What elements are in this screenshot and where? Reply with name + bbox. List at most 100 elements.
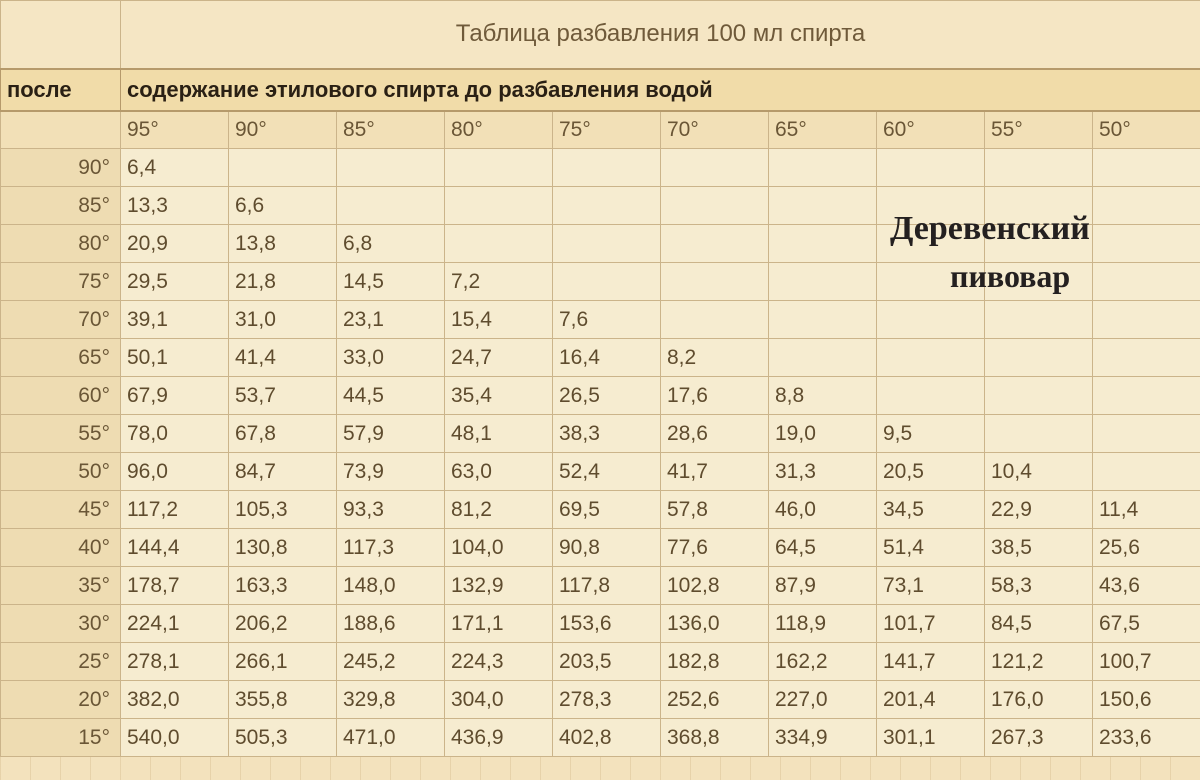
table-cell: 130,8: [229, 529, 337, 567]
header-before: содержание этилового спирта до разбавлен…: [121, 69, 1200, 111]
table-cell: 162,2: [769, 643, 877, 681]
table-cell: [661, 187, 769, 225]
table-cell: [985, 339, 1093, 377]
table-cell: [877, 149, 985, 187]
row-header: 65°: [1, 339, 121, 377]
table-cell: 81,2: [445, 491, 553, 529]
table-cell: 117,8: [553, 567, 661, 605]
table-cell: 34,5: [877, 491, 985, 529]
table-cell: [877, 339, 985, 377]
table-cell: 57,9: [337, 415, 445, 453]
table-cell: 153,6: [553, 605, 661, 643]
table-cell: 48,1: [445, 415, 553, 453]
table-cell: [1093, 263, 1200, 301]
table-cell: [445, 149, 553, 187]
table-cell: 402,8: [553, 719, 661, 757]
table-cell: [229, 149, 337, 187]
table-cell: 77,6: [661, 529, 769, 567]
table-cell: 43,6: [1093, 567, 1200, 605]
table-cell: [553, 149, 661, 187]
row-header: 45°: [1, 491, 121, 529]
table-cell: 41,4: [229, 339, 337, 377]
table-cell: 52,4: [553, 453, 661, 491]
table-cell: [769, 301, 877, 339]
title-left-empty: [1, 1, 121, 69]
table-cell: [661, 149, 769, 187]
table-cell: 58,3: [985, 567, 1093, 605]
table-cell: 334,9: [769, 719, 877, 757]
page-container: Таблица разбавления 100 мл спиртапослесо…: [0, 0, 1200, 780]
table-cell: 203,5: [553, 643, 661, 681]
column-header: 85°: [337, 111, 445, 149]
table-cell: 41,7: [661, 453, 769, 491]
table-cell: [877, 377, 985, 415]
table-cell: 25,6: [1093, 529, 1200, 567]
table-cell: 301,1: [877, 719, 985, 757]
table-cell: 163,3: [229, 567, 337, 605]
table-cell: [877, 225, 985, 263]
table-cell: 73,1: [877, 567, 985, 605]
table-cell: 63,0: [445, 453, 553, 491]
table-cell: 93,3: [337, 491, 445, 529]
row-header: 70°: [1, 301, 121, 339]
table-cell: 53,7: [229, 377, 337, 415]
table-cell: 132,9: [445, 567, 553, 605]
table-cell: 19,0: [769, 415, 877, 453]
table-cell: 90,8: [553, 529, 661, 567]
table-cell: 38,3: [553, 415, 661, 453]
table-cell: 14,5: [337, 263, 445, 301]
row-header: 20°: [1, 681, 121, 719]
table-cell: 51,4: [877, 529, 985, 567]
table-cell: 227,0: [769, 681, 877, 719]
table-cell: 16,4: [553, 339, 661, 377]
table-cell: 6,4: [121, 149, 229, 187]
table-cell: 102,8: [661, 567, 769, 605]
table-cell: 64,5: [769, 529, 877, 567]
dilution-table: Таблица разбавления 100 мл спиртапослесо…: [0, 0, 1200, 757]
column-header: 60°: [877, 111, 985, 149]
table-cell: 38,5: [985, 529, 1093, 567]
table-cell: 23,1: [337, 301, 445, 339]
table-cell: [985, 225, 1093, 263]
table-cell: 28,6: [661, 415, 769, 453]
table-cell: 31,3: [769, 453, 877, 491]
table-cell: 87,9: [769, 567, 877, 605]
table-cell: 224,3: [445, 643, 553, 681]
row-header: 55°: [1, 415, 121, 453]
table-cell: 10,4: [985, 453, 1093, 491]
row-header: 15°: [1, 719, 121, 757]
table-cell: 35,4: [445, 377, 553, 415]
table-cell: 505,3: [229, 719, 337, 757]
row-header: 60°: [1, 377, 121, 415]
table-cell: [553, 263, 661, 301]
table-cell: 20,9: [121, 225, 229, 263]
table-cell: 304,0: [445, 681, 553, 719]
table-cell: [877, 263, 985, 301]
table-cell: 24,7: [445, 339, 553, 377]
table-cell: [445, 225, 553, 263]
table-cell: [1093, 149, 1200, 187]
table-cell: 233,6: [1093, 719, 1200, 757]
table-cell: [1093, 415, 1200, 453]
row-header: 85°: [1, 187, 121, 225]
table-cell: [1093, 187, 1200, 225]
table-cell: 436,9: [445, 719, 553, 757]
table-cell: 117,2: [121, 491, 229, 529]
table-cell: [877, 187, 985, 225]
table-cell: [337, 149, 445, 187]
table-cell: [985, 187, 1093, 225]
table-cell: 15,4: [445, 301, 553, 339]
table-cell: 118,9: [769, 605, 877, 643]
table-cell: [661, 301, 769, 339]
table-cell: 96,0: [121, 453, 229, 491]
table-cell: 206,2: [229, 605, 337, 643]
table-cell: 33,0: [337, 339, 445, 377]
table-cell: [985, 263, 1093, 301]
table-cell: 329,8: [337, 681, 445, 719]
table-cell: 67,9: [121, 377, 229, 415]
table-cell: [1093, 225, 1200, 263]
table-cell: 144,4: [121, 529, 229, 567]
column-header: 80°: [445, 111, 553, 149]
table-cell: 148,0: [337, 567, 445, 605]
table-cell: 224,1: [121, 605, 229, 643]
